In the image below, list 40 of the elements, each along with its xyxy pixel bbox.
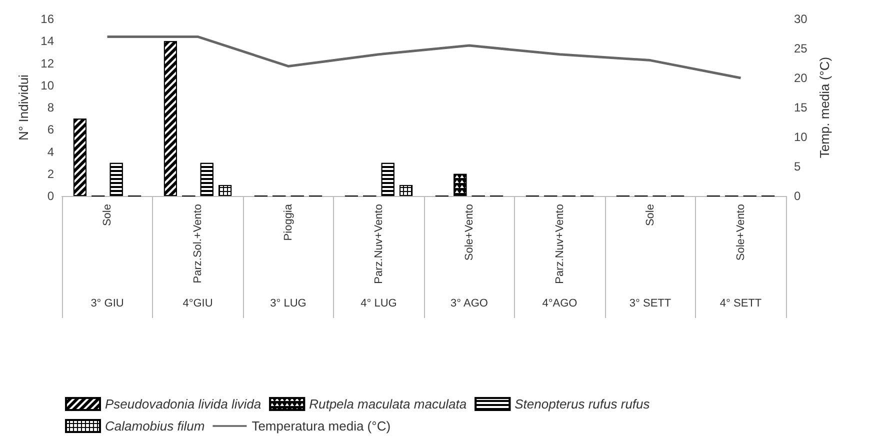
y2-tick-label: 15 <box>794 100 808 114</box>
y-axis-title: N° Individui <box>16 74 31 140</box>
y2-axis-title: Temp. media (°C) <box>817 56 832 158</box>
text: 4° LUG <box>360 298 397 310</box>
y-tick-label: 16 <box>40 12 54 26</box>
legend-label: Calamobius filum <box>105 418 205 434</box>
y-tick-label: 6 <box>47 122 54 137</box>
x-tick-label: Sole <box>644 204 656 226</box>
y-tick-label: 4 <box>47 144 54 159</box>
y-tick-label: 14 <box>40 34 54 48</box>
y2-tick-label: 0 <box>794 189 801 203</box>
x-tick-label: Parz.Nuv+Vento <box>554 204 566 284</box>
x-tick-label: Sole+Vento <box>734 204 747 261</box>
y2-tick-label: 25 <box>794 42 808 56</box>
y-tick-label: 10 <box>40 78 54 92</box>
y-tick-label: 2 <box>47 166 54 181</box>
legend-label: Stenopterus rufus rufus <box>514 396 650 412</box>
text: 4°AGO <box>542 298 578 310</box>
y2-tick-label: 5 <box>794 160 801 174</box>
y-tick-label: 12 <box>40 56 54 70</box>
legend-label: Temperatura media (°C) <box>252 418 391 434</box>
y2-tick-label: 30 <box>794 12 808 26</box>
x-tick-label: Sole <box>101 204 114 226</box>
text: 4° SETT <box>720 298 762 310</box>
y-tick-label: 0 <box>47 189 54 203</box>
x-tick-label: Parz.Sol.+Vento <box>192 204 204 284</box>
line-series <box>106 35 742 80</box>
legend-label: Rutpela maculata maculata <box>309 396 467 412</box>
x-tick-label: Sole+Vento <box>463 204 476 261</box>
text: 3° GIU <box>90 298 124 310</box>
y2-tick-label: 10 <box>794 130 808 144</box>
text: 4°GIU <box>182 298 213 310</box>
legend-label: Pseudovadonia livida livida <box>105 396 262 412</box>
text: 3° SETT <box>629 298 672 310</box>
x-tick-label: Parz.Nuv+Vento <box>372 204 385 284</box>
y2-tick-label: 20 <box>794 71 808 85</box>
x-tick-label: Pioggia <box>282 203 294 241</box>
text: 3° AGO <box>450 298 488 310</box>
text: 3° LUG <box>270 298 306 310</box>
y-tick-label: 8 <box>47 100 54 114</box>
